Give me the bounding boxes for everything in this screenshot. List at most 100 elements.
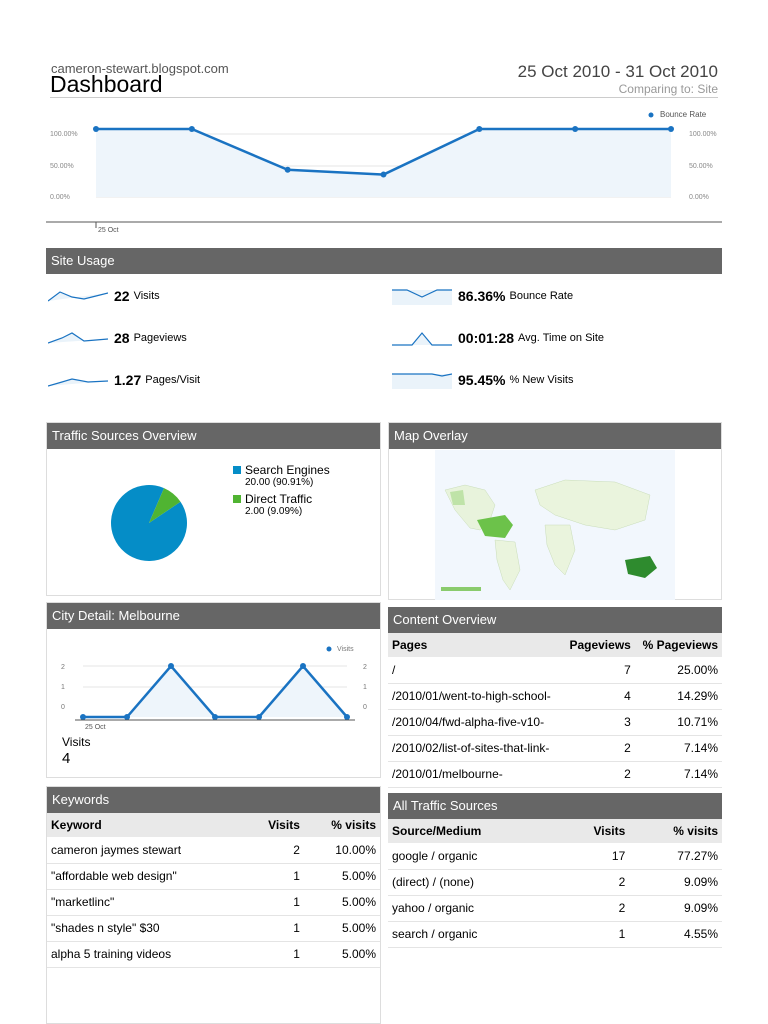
table-row[interactable]: "shades n style" $30 1 5.00% bbox=[47, 915, 380, 942]
world-map[interactable] bbox=[435, 450, 675, 600]
sparkline-icon bbox=[392, 289, 452, 305]
keywords-table: Keyword Visits % visits cameron jaymes s… bbox=[47, 813, 380, 968]
table-row[interactable]: /2010/01/melbourne- 2 7.14% bbox=[388, 761, 722, 788]
usage-new-visits[interactable]: 95.45% % New Visits bbox=[392, 368, 573, 392]
keyword-cell[interactable]: cameron jaymes stewart bbox=[47, 837, 247, 864]
page-path[interactable]: /2010/01/melbourne- bbox=[388, 761, 563, 788]
traffic-sources-panel: Traffic Sources Overview Search Engines … bbox=[46, 422, 381, 596]
keyword-cell[interactable]: "affordable web design" bbox=[47, 863, 247, 890]
date-range[interactable]: 25 Oct 2010 - 31 Oct 2010 bbox=[517, 62, 718, 81]
percent-cell: 9.09% bbox=[629, 895, 722, 922]
col-header[interactable]: Visits bbox=[246, 813, 304, 837]
usage-visits[interactable]: 22 Visits bbox=[48, 284, 160, 308]
data-point[interactable] bbox=[668, 126, 674, 132]
table-row[interactable]: /2010/04/fwd-alpha-five-v10- 3 10.71% bbox=[388, 709, 722, 736]
page-path[interactable]: /2010/04/fwd-alpha-five-v10- bbox=[388, 709, 563, 736]
page-path[interactable]: /2010/02/list-of-sites-that-link- bbox=[388, 735, 563, 762]
x-tick-label: 25 Oct bbox=[85, 724, 106, 731]
visits-cell: 1 bbox=[246, 941, 304, 968]
table-row[interactable]: yahoo / organic 2 9.09% bbox=[388, 895, 722, 922]
legend-item-direct[interactable]: Direct Traffic 2.00 (9.09%) bbox=[233, 492, 330, 517]
page-path[interactable]: /2010/01/went-to-high-school- bbox=[388, 683, 563, 710]
table-row[interactable]: (direct) / (none) 2 9.09% bbox=[388, 869, 722, 896]
data-point[interactable] bbox=[93, 126, 99, 132]
keyword-cell[interactable]: alpha 5 training videos bbox=[47, 941, 247, 968]
col-header[interactable]: Source/Medium bbox=[388, 819, 560, 843]
legend-name: Direct Traffic bbox=[245, 492, 313, 506]
page-path[interactable]: / bbox=[388, 657, 563, 684]
usage-avg-time[interactable]: 00:01:28 Avg. Time on Site bbox=[392, 326, 604, 350]
percent-cell: 14.29% bbox=[634, 683, 722, 710]
usage-label: Avg. Time on Site bbox=[518, 332, 605, 344]
legend-dot-icon bbox=[648, 112, 654, 118]
data-point[interactable] bbox=[80, 714, 86, 720]
sparkline-icon bbox=[48, 291, 108, 302]
table-row[interactable]: /2010/01/went-to-high-school- 4 14.29% bbox=[388, 683, 722, 710]
data-point[interactable] bbox=[572, 126, 579, 132]
city-stat-value: 4 bbox=[62, 750, 71, 767]
source-cell[interactable]: yahoo / organic bbox=[388, 895, 560, 922]
y-tick-label: 100.00% bbox=[50, 131, 78, 138]
content-overview-panel: Content Overview Pages Pageviews % Pagev… bbox=[388, 607, 722, 788]
table-row[interactable]: "affordable web design" 1 5.00% bbox=[47, 863, 380, 890]
usage-label: % New Visits bbox=[509, 374, 574, 386]
area-fill bbox=[96, 129, 671, 197]
data-point[interactable] bbox=[124, 714, 130, 720]
usage-pageviews[interactable]: 28 Pageviews bbox=[48, 326, 187, 350]
table-row[interactable]: cameron jaymes stewart 2 10.00% bbox=[47, 837, 380, 864]
col-header[interactable]: Visits bbox=[559, 819, 630, 843]
keyword-cell[interactable]: "marketlinc" bbox=[47, 889, 247, 916]
map-scale-legend bbox=[441, 587, 481, 591]
keyword-cell[interactable]: "shades n style" $30 bbox=[47, 915, 247, 942]
col-header[interactable]: % Pageviews bbox=[634, 633, 722, 657]
data-point[interactable] bbox=[284, 166, 291, 173]
table-row[interactable]: "marketlinc" 1 5.00% bbox=[47, 889, 380, 916]
y-tick-label-right: 100.00% bbox=[689, 131, 717, 138]
data-point[interactable] bbox=[300, 663, 306, 669]
direct-swatch-icon bbox=[233, 495, 241, 503]
source-cell[interactable]: google / organic bbox=[388, 843, 560, 870]
col-header[interactable]: % visits bbox=[629, 819, 722, 843]
data-point[interactable] bbox=[476, 126, 483, 132]
usage-label: Visits bbox=[133, 290, 160, 302]
map-overlay-title: Map Overlay bbox=[389, 423, 721, 449]
area-fill bbox=[83, 666, 347, 717]
table-row[interactable]: /2010/02/list-of-sites-that-link- 2 7.14… bbox=[388, 735, 722, 762]
table-row[interactable]: / 7 25.00% bbox=[388, 657, 722, 684]
source-cell[interactable]: (direct) / (none) bbox=[388, 869, 560, 896]
col-header[interactable]: Pages bbox=[388, 633, 563, 657]
data-point[interactable] bbox=[344, 714, 350, 720]
percent-cell: 5.00% bbox=[303, 863, 380, 890]
city-visits-chart: Visits 2 1 0 2 1 0 25 Oct bbox=[61, 646, 367, 731]
percent-cell: 25.00% bbox=[634, 657, 722, 684]
pie-slice-search[interactable] bbox=[107, 481, 197, 571]
col-header[interactable]: Keyword bbox=[47, 813, 247, 837]
australia bbox=[625, 556, 657, 578]
data-point[interactable] bbox=[380, 171, 387, 178]
y-tick-label: 0 bbox=[61, 704, 65, 711]
data-point[interactable] bbox=[188, 126, 195, 132]
x-tick-label: 25 Oct bbox=[98, 227, 119, 234]
usage-pages-visit[interactable]: 1.27 Pages/Visit bbox=[48, 368, 200, 392]
usage-bounce-rate[interactable]: 86.36% Bounce Rate bbox=[392, 284, 573, 308]
legend-label: Visits bbox=[337, 646, 354, 653]
data-point[interactable] bbox=[256, 714, 262, 720]
legend-name: Search Engines bbox=[245, 463, 330, 477]
table-row[interactable]: google / organic 17 77.27% bbox=[388, 843, 722, 870]
source-cell[interactable]: search / organic bbox=[388, 921, 560, 948]
col-header[interactable]: Pageviews bbox=[562, 633, 635, 657]
legend-value: 2.00 (9.09%) bbox=[245, 506, 303, 517]
sparkline-icon bbox=[392, 373, 452, 389]
legend-item-search[interactable]: Search Engines 20.00 (90.91%) bbox=[233, 463, 330, 488]
table-row[interactable]: alpha 5 training videos 1 5.00% bbox=[47, 941, 380, 968]
table-row[interactable]: search / organic 1 4.55% bbox=[388, 921, 722, 948]
pie-slice-direct[interactable] bbox=[138, 485, 181, 523]
y-tick-label: 50.00% bbox=[50, 163, 74, 170]
data-point[interactable] bbox=[212, 714, 218, 720]
y-tick-label-right: 50.00% bbox=[689, 163, 713, 170]
data-point[interactable] bbox=[168, 663, 174, 669]
keywords-panel: Keywords Keyword Visits % visits cameron… bbox=[46, 786, 381, 1024]
search-swatch-icon bbox=[233, 466, 241, 474]
col-header[interactable]: % visits bbox=[303, 813, 380, 837]
city-stat-label: Visits bbox=[62, 735, 91, 749]
